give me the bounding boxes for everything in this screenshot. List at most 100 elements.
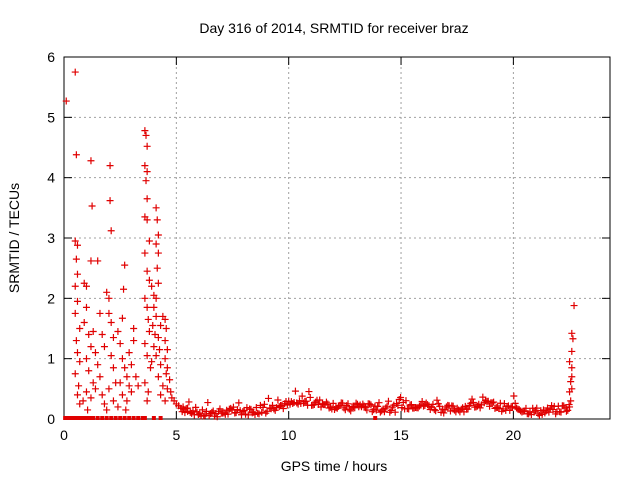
data-point [147,364,155,372]
data-point [152,312,160,320]
data-point [152,240,160,248]
data-point [73,297,81,305]
y-tick-label: 5 [47,109,55,125]
data-point [488,399,496,407]
data-point-zero [151,416,156,420]
data-point [79,397,87,405]
data-points [62,68,578,421]
data-point [360,402,368,410]
data-point [568,364,576,372]
data-point [107,227,115,235]
data-point [143,303,151,311]
data-point [533,404,541,412]
data-point [150,303,158,311]
data-point [494,404,502,412]
data-point [341,406,349,414]
data-point [302,397,310,405]
data-point [141,162,149,170]
data-point [116,379,124,387]
data-point [162,325,170,332]
data-point [84,406,92,414]
data-point [490,398,498,406]
data-point [568,373,576,381]
x-tick-label: 5 [172,427,180,443]
data-point [549,406,557,414]
data-point [73,270,81,278]
data-point [366,400,374,408]
data-point [85,331,93,339]
data-point [157,391,165,399]
data-point [163,364,171,372]
data-point [213,413,221,421]
data-point [430,406,438,414]
data-point [62,97,70,105]
data-point [89,379,97,387]
data-point [347,407,355,415]
data-point [374,402,382,410]
data-point [339,399,347,407]
chart-title: Day 316 of 2014, SRMTID for receiver bra… [199,20,468,36]
data-point [127,388,135,396]
data-point [229,403,237,411]
data-point-zero [75,416,80,420]
data-point [143,142,151,150]
data-point-zero [77,416,82,420]
data-point [143,397,151,405]
data-point [154,373,162,381]
data-point [94,257,102,265]
data-point [352,399,360,407]
data-point [114,403,122,411]
data-point [394,401,402,409]
data-point [305,388,313,396]
data-point [71,309,79,317]
data-point [127,361,135,369]
data-point [109,364,117,372]
data-point [105,309,113,317]
data-point [144,388,152,396]
data-point [375,399,383,407]
data-point [167,388,175,396]
data-point [125,382,133,390]
data-point [109,397,117,405]
data-point [372,406,380,414]
data-point [161,397,169,405]
data-point [562,407,570,415]
data-point [105,294,113,302]
data-point [162,370,170,378]
data-point [123,373,131,381]
data-point [143,267,151,275]
data-point [244,411,252,419]
data-point [557,408,565,416]
data-point [260,400,268,408]
data-point [152,204,160,212]
data-point-zero [373,416,378,420]
data-point-zero [82,416,87,420]
data-point-zero [95,416,100,420]
data-point [130,337,138,345]
data-point [82,355,90,363]
data-point-zero [86,416,91,420]
data-point [402,397,410,405]
data-point [71,237,79,245]
data-point [418,398,426,406]
data-point [564,406,572,414]
y-tick-label: 1 [47,351,55,367]
data-point [161,315,169,323]
data-point-zero [84,416,89,420]
data-point [141,294,149,302]
data-point [479,393,487,401]
data-point [329,399,337,407]
data-point [449,402,457,410]
data-point [82,303,90,311]
data-point-zero [109,416,114,420]
data-point [82,388,90,396]
y-tick-label: 2 [47,290,55,306]
data-point [125,349,133,357]
data-point [216,405,224,413]
data-point [154,231,162,239]
data-point [141,340,149,348]
data-point [121,364,129,372]
data-point-zero [127,416,132,420]
data-point-zero [118,416,123,420]
